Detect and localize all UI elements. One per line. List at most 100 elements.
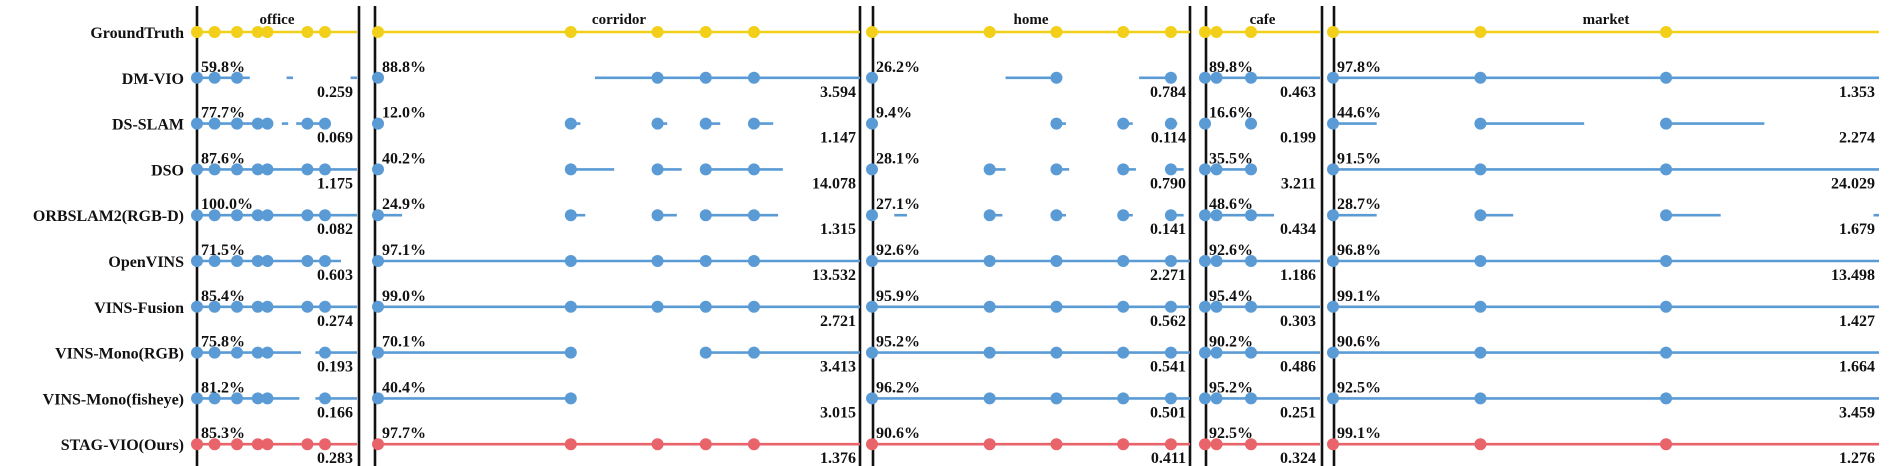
trajectory-marker xyxy=(1117,117,1130,130)
rmse-label: 0.411 xyxy=(1151,450,1186,466)
completeness-label: 97.1% xyxy=(382,242,426,259)
trajectory-marker xyxy=(191,71,203,84)
method-label: STAG-VIO(Ours) xyxy=(61,437,184,454)
trajectory-marker xyxy=(251,209,264,222)
trajectory-marker xyxy=(301,438,314,451)
trajectory-marker xyxy=(319,346,331,359)
completeness-label: 28.7% xyxy=(1337,196,1381,213)
trajectory-marker xyxy=(699,163,712,176)
trajectory-marker xyxy=(1245,392,1257,405)
trajectory-marker xyxy=(1660,300,1673,313)
rmse-label: 0.541 xyxy=(1150,359,1186,376)
trajectory-marker xyxy=(1210,26,1223,38)
method-label: DS-SLAM xyxy=(112,117,184,134)
completeness-label: 71.5% xyxy=(201,242,245,259)
method-label: DSO xyxy=(151,162,184,179)
trajectory-marker xyxy=(372,209,384,222)
trajectory-marker xyxy=(1327,392,1339,405)
trajectory-marker xyxy=(1050,255,1063,267)
trajectory-marker xyxy=(231,163,243,176)
trajectory-marker xyxy=(1474,117,1487,130)
trajectory-marker xyxy=(319,392,331,405)
rmse-label: 2.274 xyxy=(1839,130,1875,147)
rmse-label: 0.283 xyxy=(317,450,353,466)
trajectory-marker xyxy=(1660,26,1673,38)
trajectory-marker xyxy=(699,26,712,38)
scene-header-corridor: corridor xyxy=(592,12,646,28)
completeness-label: 81.2% xyxy=(201,379,245,396)
trajectory-marker xyxy=(1199,26,1211,38)
completeness-label: 92.5% xyxy=(1209,425,1253,442)
trajectory-marker xyxy=(1050,392,1063,405)
trajectory-marker xyxy=(301,300,314,313)
trajectory-marker xyxy=(747,71,760,84)
trajectory-marker xyxy=(251,438,264,451)
trajectory-marker xyxy=(1199,209,1211,222)
trajectory-marker xyxy=(747,163,760,176)
trajectory-marker xyxy=(866,438,878,451)
trajectory-marker xyxy=(261,438,274,451)
trajectory-marker xyxy=(1327,209,1339,222)
rmse-label: 0.114 xyxy=(1151,130,1186,147)
completeness-label: 88.8% xyxy=(382,59,426,76)
trajectory-marker xyxy=(319,300,331,313)
trajectory-marker xyxy=(1245,300,1257,313)
rmse-label: 0.303 xyxy=(1280,313,1316,330)
trajectory-marker xyxy=(1164,255,1177,267)
completeness-label: 48.6% xyxy=(1209,196,1253,213)
rmse-label: 0.790 xyxy=(1150,175,1186,192)
trajectory-marker xyxy=(191,163,203,176)
rmse-label: 0.193 xyxy=(317,359,353,376)
trajectory-marker xyxy=(866,300,878,313)
trajectory-marker xyxy=(983,209,996,222)
trajectory-marker xyxy=(699,71,712,84)
trajectory-marker xyxy=(191,300,203,313)
trajectory-marker xyxy=(1474,346,1487,359)
completeness-label: 85.4% xyxy=(201,288,245,305)
trajectory-marker xyxy=(1050,209,1063,222)
rmse-label: 3.015 xyxy=(820,404,856,421)
trajectory-marker xyxy=(372,346,384,359)
scene-header-market: market xyxy=(1583,12,1630,28)
rmse-label: 1.315 xyxy=(820,221,856,238)
completeness-label: 95.9% xyxy=(876,288,920,305)
trajectory-marker xyxy=(866,117,878,130)
trajectory-marker xyxy=(1474,71,1487,84)
rmse-label: 0.562 xyxy=(1150,313,1186,330)
completeness-label: 96.8% xyxy=(1337,242,1381,259)
trajectory-marker xyxy=(1117,209,1130,222)
trajectory-marker xyxy=(231,392,243,405)
trajectory-marker xyxy=(1199,163,1211,176)
completeness-label: 87.6% xyxy=(201,150,245,167)
rmse-label: 0.324 xyxy=(1280,450,1316,466)
trajectory-marker xyxy=(1164,117,1177,130)
trajectory-marker xyxy=(191,26,203,38)
rmse-label: 1.376 xyxy=(820,450,856,466)
scene-headers: office corridor home cafe market xyxy=(260,12,1630,28)
trajectory-marker xyxy=(1117,26,1130,38)
rmse-label: 0.199 xyxy=(1280,130,1316,147)
completeness-label: 40.4% xyxy=(382,379,426,396)
trajectory-marker xyxy=(866,346,878,359)
trajectory-marker xyxy=(261,255,274,267)
trajectory-marker xyxy=(651,209,664,222)
trajectory-marker xyxy=(1474,255,1487,267)
completeness-label: 44.6% xyxy=(1337,105,1381,122)
completeness-label: 40.2% xyxy=(382,150,426,167)
rmse-label: 0.141 xyxy=(1150,221,1186,238)
trajectory-marker xyxy=(251,300,264,313)
rmse-label: 0.463 xyxy=(1280,84,1316,101)
trajectory-marker xyxy=(1474,163,1487,176)
completeness-label: 28.1% xyxy=(876,150,920,167)
trajectory-marker xyxy=(208,71,221,84)
trajectory-marker xyxy=(1327,300,1339,313)
trajectory-marker xyxy=(191,438,203,451)
completeness-label: 90.6% xyxy=(1337,334,1381,351)
completeness-label: 92.6% xyxy=(876,242,920,259)
trajectory-marker xyxy=(699,117,712,130)
trajectory-marker xyxy=(372,117,384,130)
rmse-label: 0.501 xyxy=(1150,404,1186,421)
completeness-label: 9.4% xyxy=(876,105,912,122)
trajectory-marker xyxy=(564,300,577,313)
